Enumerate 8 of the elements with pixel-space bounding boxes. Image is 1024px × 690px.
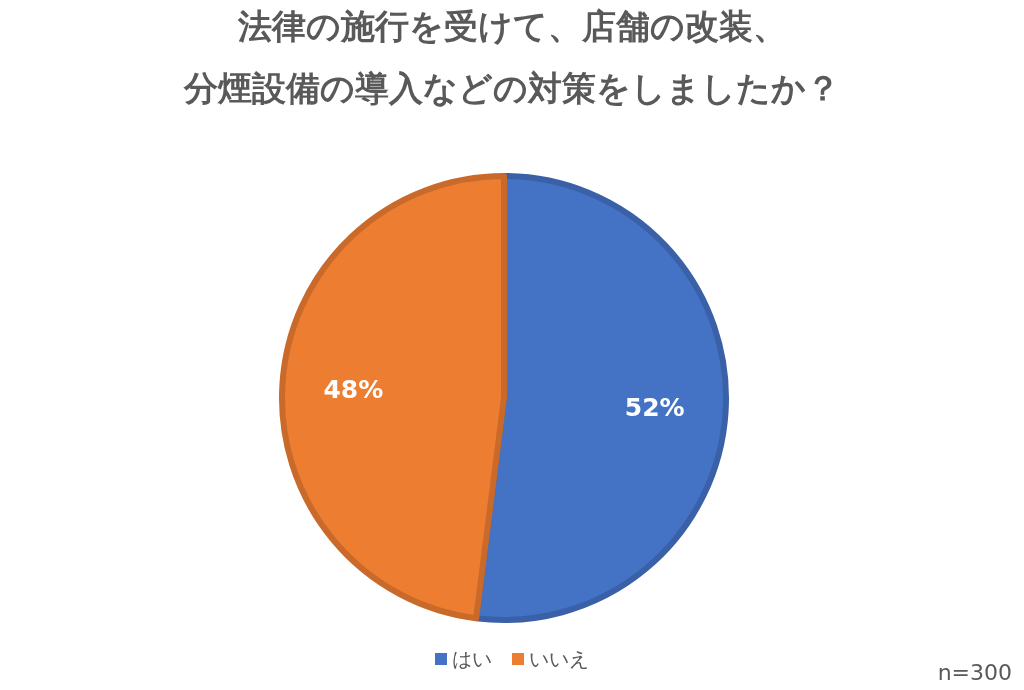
legend-label: はい — [452, 647, 492, 671]
data-label: 52% — [624, 393, 685, 423]
pie-slice — [279, 173, 507, 622]
data-label: 48% — [323, 374, 384, 404]
legend-label: いいえ — [529, 647, 589, 671]
text: n=300 — [937, 660, 1012, 685]
chart-title: 法律の施行を受けて、店舗の改装、 — [236, 6, 787, 46]
chart-subtitle: 分煙設備の導入などの対策をしましたか？ — [183, 68, 840, 108]
